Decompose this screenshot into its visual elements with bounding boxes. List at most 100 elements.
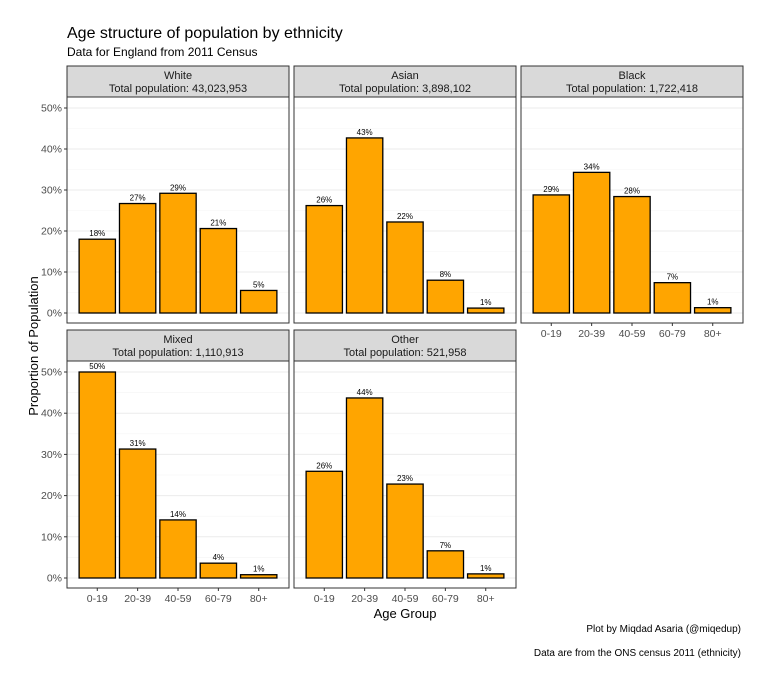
bar-data-label: 1% [480, 564, 492, 573]
strip-total-population: Total population: 3,898,102 [339, 83, 471, 95]
strip-background [293, 329, 517, 362]
x-tick-label: 60-79 [432, 593, 459, 605]
bar-data-label: 21% [210, 219, 226, 228]
x-tick-label: 20-39 [124, 593, 151, 605]
bar-data-label: 44% [357, 388, 373, 397]
bar-data-label: 27% [130, 194, 146, 203]
bar-60-79 [426, 279, 465, 314]
bar-0-19 [78, 371, 117, 579]
bar-80+ [466, 573, 505, 579]
x-tick-label: 80+ [477, 593, 495, 605]
bar-0-19 [78, 238, 117, 314]
bar-40-59 [613, 195, 651, 314]
bar-data-label: 18% [89, 229, 105, 238]
y-tick-label: 50% [41, 367, 62, 379]
x-tick-label: 0-19 [87, 593, 108, 605]
caption-author: Plot by Miqdad Asaria (@miqedup) [586, 624, 741, 635]
strip-label: Asian [391, 70, 419, 82]
bar-data-label: 43% [357, 128, 373, 137]
bar-data-label: 28% [624, 187, 640, 196]
y-tick-label: 30% [41, 449, 62, 461]
chart-subtitle: Data for England from 2011 Census [67, 45, 258, 59]
bar-data-label: 29% [543, 185, 559, 194]
caption-source: Data are from the ONS census 2011 (ethni… [534, 648, 741, 659]
bar-20-39 [345, 137, 384, 314]
y-tick-label: 30% [41, 185, 62, 197]
bar-data-label: 4% [213, 553, 225, 562]
x-tick-label: 40-59 [165, 593, 192, 605]
x-tick-label: 0-19 [541, 328, 562, 340]
strip-background [66, 65, 290, 98]
strip-label: Black [619, 70, 646, 82]
strip-background [66, 329, 290, 362]
bar-data-label: 7% [440, 541, 452, 550]
strip-background [520, 65, 744, 98]
bar-20-39 [118, 202, 157, 314]
panel-border [293, 96, 517, 324]
x-axis-title: Age Group [374, 606, 437, 621]
strip-label: Mixed [163, 334, 192, 346]
chart-title: Age structure of population by ethnicity [67, 25, 343, 42]
x-tick-label: 0-19 [314, 593, 335, 605]
y-tick-label: 10% [41, 267, 62, 279]
x-tick-label: 60-79 [659, 328, 686, 340]
bar-60-79 [426, 550, 465, 579]
strip-background [293, 65, 517, 98]
bar-80+ [693, 307, 732, 314]
y-tick-label: 40% [41, 144, 62, 156]
strip-total-population: Total population: 43,023,953 [109, 83, 247, 95]
x-tick-label: 80+ [704, 328, 722, 340]
bar-20-39 [572, 171, 611, 314]
strip-total-population: Total population: 521,958 [344, 347, 467, 359]
bar-data-label: 26% [316, 196, 332, 205]
bar-80+ [239, 289, 278, 314]
bar-data-label: 23% [397, 474, 413, 483]
bar-data-label: 1% [253, 565, 265, 574]
x-tick-label: 40-59 [392, 593, 419, 605]
y-tick-label: 0% [47, 573, 62, 585]
bar-data-label: 31% [130, 439, 146, 448]
bar-data-label: 5% [253, 280, 265, 289]
x-tick-label: 60-79 [205, 593, 232, 605]
bar-60-79 [653, 282, 692, 314]
bar-40-59 [386, 221, 424, 314]
strip-total-population: Total population: 1,110,913 [112, 347, 243, 359]
x-tick-label: 20-39 [351, 593, 378, 605]
bar-data-label: 14% [170, 510, 186, 519]
bar-80+ [466, 307, 505, 314]
bar-0-19 [305, 470, 344, 579]
bar-20-39 [345, 397, 384, 579]
bar-data-label: 1% [707, 298, 719, 307]
y-tick-label: 20% [41, 490, 62, 502]
strip-label: Other [391, 334, 419, 346]
x-tick-label: 80+ [250, 593, 268, 605]
y-tick-label: 10% [41, 531, 62, 543]
x-tick-label: 40-59 [619, 328, 646, 340]
bar-80+ [239, 574, 278, 579]
strip-label: White [164, 70, 192, 82]
bar-0-19 [305, 204, 344, 314]
y-axis-title: Proportion of Population [26, 276, 41, 415]
x-tick-label: 20-39 [578, 328, 605, 340]
y-tick-label: 0% [47, 308, 62, 320]
bar-data-label: 29% [170, 183, 186, 192]
y-tick-label: 40% [41, 408, 62, 420]
bar-data-label: 1% [480, 298, 492, 307]
bar-data-label: 34% [584, 162, 600, 171]
bar-60-79 [199, 562, 238, 579]
panel-border [66, 96, 290, 324]
bar-60-79 [199, 227, 238, 314]
bar-40-59 [159, 192, 197, 314]
bar-data-label: 50% [89, 362, 105, 371]
bar-data-label: 7% [667, 273, 679, 282]
bar-40-59 [386, 483, 424, 579]
y-tick-label: 20% [41, 226, 62, 238]
bar-data-label: 26% [316, 461, 332, 470]
bar-data-label: 8% [440, 270, 452, 279]
bar-20-39 [118, 448, 157, 579]
strip-total-population: Total population: 1,722,418 [566, 83, 698, 95]
